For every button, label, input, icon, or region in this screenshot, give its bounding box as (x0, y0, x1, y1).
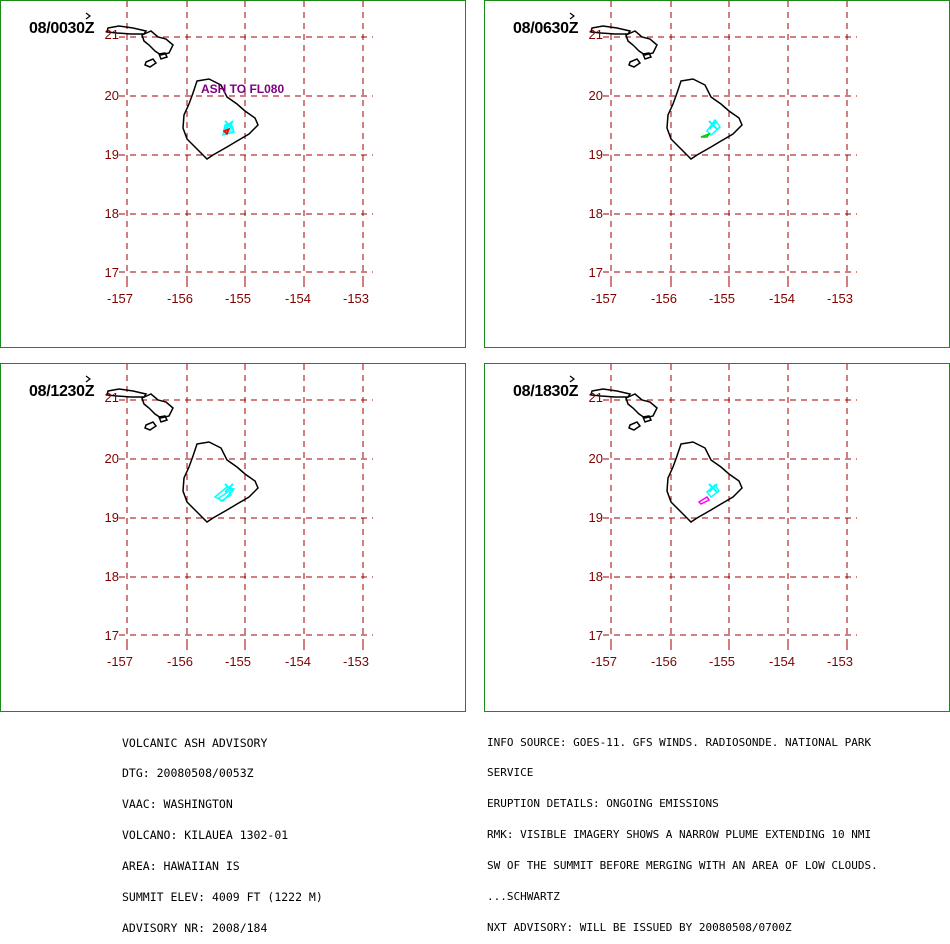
lon-label-157: -157 (106, 291, 134, 306)
big-island-coastline (182, 78, 259, 160)
lon-label-156: -156 (650, 654, 678, 669)
lat-label-19: 19 (588, 147, 603, 162)
maui-coastline (141, 393, 174, 419)
big-island-coastline (182, 441, 259, 523)
big-island-coastline (666, 78, 743, 160)
map-canvas (85, 1, 373, 287)
advisory-line: VOLCANIC ASH ADVISORY (122, 735, 268, 750)
map-notch-mark (569, 375, 575, 383)
big-island-coastline (666, 441, 743, 523)
forecast-panel-1230: 08/1230Z 21 20 19 18 17 -157 -156 -155 -… (0, 363, 466, 712)
advisory-line: ERUPTION DETAILS: ONGOING EMISSIONS (487, 797, 719, 811)
lon-label-157: -157 (590, 654, 618, 669)
advisory-line: VOLCANO: KILAUEA 1302-01 (122, 828, 289, 843)
lat-label-19: 19 (104, 147, 119, 162)
lat-label-17: 17 (588, 265, 603, 280)
lon-label-154: -154 (768, 291, 796, 306)
lat-label-17: 17 (588, 628, 603, 643)
advisory-details-block: INFO SOURCE: GOES-11. GFS WINDS. RADIOSO… (487, 717, 878, 944)
forecast-panel-0030: 08/0030Z ASH TO FL080 21 20 19 18 17 -15… (0, 0, 466, 348)
lon-label-154: -154 (768, 654, 796, 669)
lon-label-153: -153 (342, 291, 370, 306)
advisory-line: VAAC: WASHINGTON (122, 797, 233, 812)
advisory-line: NXT ADVISORY: WILL BE ISSUED BY 20080508… (487, 920, 792, 934)
lon-label-153: -153 (826, 654, 854, 669)
map-canvas (569, 364, 857, 650)
lon-label-156: -156 (166, 654, 194, 669)
ash-annotation: ASH TO FL080 (201, 82, 285, 96)
panel-time: 08/1230Z (29, 383, 95, 400)
lon-label-153: -153 (826, 291, 854, 306)
lanai-coastline (628, 58, 642, 68)
advisory-line: AREA: HAWAIIAN IS (122, 859, 240, 874)
lat-label-20: 20 (104, 451, 119, 466)
lat-label-21: 21 (104, 27, 119, 42)
map-notch-mark (85, 375, 91, 383)
lon-label-154: -154 (284, 654, 312, 669)
lon-label-155: -155 (708, 654, 736, 669)
lon-label-156: -156 (166, 291, 194, 306)
maui-coastline (625, 30, 658, 56)
advisory-line: SERVICE (487, 766, 534, 780)
map-canvas (569, 1, 857, 287)
lon-label-154: -154 (284, 291, 312, 306)
lat-label-18: 18 (588, 206, 603, 221)
ash-plume-polygon (700, 132, 711, 138)
panel-time: 08/0630Z (513, 20, 579, 37)
lat-label-17: 17 (104, 628, 119, 643)
map-canvas (85, 364, 373, 650)
lat-label-17: 17 (104, 265, 119, 280)
lat-label-21: 21 (104, 390, 119, 405)
molokai-coastline (106, 388, 148, 398)
lat-label-19: 19 (588, 510, 603, 525)
molokai-coastline (106, 25, 148, 35)
advisory-line: RMK: VISIBLE IMAGERY SHOWS A NARROW PLUM… (487, 828, 872, 842)
ash-plume-polygon (697, 495, 711, 505)
map-notch-mark (569, 12, 575, 20)
kahoolawe-coastline (641, 52, 653, 60)
molokai-coastline (590, 388, 632, 398)
lat-label-20: 20 (104, 88, 119, 103)
panel-time: 08/0030Z (29, 20, 95, 37)
advisory-line: ...SCHWARTZ (487, 890, 560, 904)
kahoolawe-coastline (157, 415, 169, 423)
lat-label-18: 18 (104, 206, 119, 221)
forecast-panel-0630: 08/0630Z 21 20 19 18 17 -157 -156 -155 -… (484, 0, 950, 348)
lon-label-155: -155 (708, 291, 736, 306)
ash-plume-polygon (217, 489, 232, 503)
lat-label-20: 20 (588, 88, 603, 103)
lat-label-18: 18 (588, 569, 603, 584)
lon-label-153: -153 (342, 654, 370, 669)
lat-label-19: 19 (104, 510, 119, 525)
lat-label-21: 21 (588, 27, 603, 42)
lanai-coastline (144, 58, 158, 68)
lat-label-18: 18 (104, 569, 119, 584)
kahoolawe-coastline (641, 415, 653, 423)
advisory-line: DTG: 20080508/0053Z (122, 766, 254, 781)
lon-label-156: -156 (650, 291, 678, 306)
lon-label-155: -155 (224, 654, 252, 669)
panel-time: 08/1830Z (513, 383, 579, 400)
advisory-line: SUMMIT ELEV: 4009 FT (1222 M) (122, 890, 323, 905)
lon-label-157: -157 (106, 654, 134, 669)
advisory-line: SW OF THE SUMMIT BEFORE MERGING WITH AN … (487, 859, 878, 873)
molokai-coastline (590, 25, 632, 35)
lat-label-20: 20 (588, 451, 603, 466)
advisory-line: ADVISORY NR: 2008/184 (122, 920, 268, 935)
kahoolawe-coastline (157, 52, 169, 60)
ash-plume-polygon (222, 127, 231, 136)
lanai-coastline (144, 421, 158, 431)
map-notch-mark (85, 12, 91, 20)
ash-plume-polygon (705, 483, 721, 499)
advisory-line: INFO SOURCE: GOES-11. GFS WINDS. RADIOSO… (487, 735, 872, 749)
maui-coastline (141, 30, 174, 56)
maui-coastline (625, 393, 658, 419)
lat-label-21: 21 (588, 390, 603, 405)
lon-label-155: -155 (224, 291, 252, 306)
lon-label-157: -157 (590, 291, 618, 306)
forecast-panel-1830: 08/1830Z 21 20 19 18 17 -157 -156 -155 -… (484, 363, 950, 712)
lanai-coastline (628, 421, 642, 431)
advisory-header-block: VOLCANIC ASH ADVISORY DTG: 20080508/0053… (122, 717, 323, 944)
